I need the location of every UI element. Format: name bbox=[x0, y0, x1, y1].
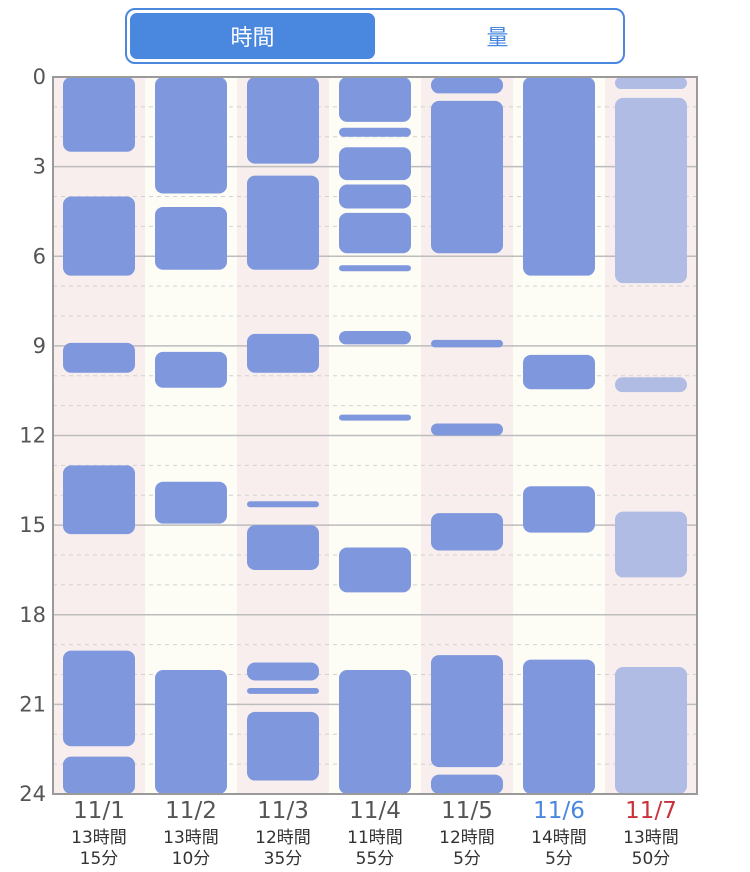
y-tick-label: 0 bbox=[33, 65, 46, 89]
day-duration-hours: 12時間 bbox=[255, 828, 311, 848]
sleep-segment-bar[interactable] bbox=[339, 414, 411, 421]
sleep-segment-bar[interactable] bbox=[431, 423, 503, 436]
sleep-segment-bar[interactable] bbox=[615, 667, 687, 794]
sleep-segment-bar[interactable] bbox=[339, 265, 411, 272]
day-duration-hours: 14時間 bbox=[531, 828, 587, 848]
y-tick-label: 21 bbox=[19, 692, 46, 716]
sleep-segment-bar[interactable] bbox=[155, 481, 227, 524]
sleep-segment-bar[interactable] bbox=[247, 711, 319, 781]
sleep-segment-bar[interactable] bbox=[155, 206, 227, 270]
sleep-segment-bar[interactable] bbox=[155, 670, 227, 794]
y-tick-label: 3 bbox=[33, 155, 46, 179]
day-duration-hours: 11時間 bbox=[347, 828, 403, 848]
day-date-label: 11/5 bbox=[441, 798, 493, 824]
sleep-segment-bar[interactable] bbox=[523, 354, 595, 390]
y-tick-label: 24 bbox=[19, 782, 46, 806]
day-duration-minutes: 15分 bbox=[80, 849, 119, 869]
sleep-segment-bar[interactable] bbox=[339, 77, 411, 122]
sleep-segment-bar[interactable] bbox=[339, 670, 411, 794]
sleep-segment-bar[interactable] bbox=[523, 659, 595, 794]
sleep-segment-bar[interactable] bbox=[63, 465, 135, 535]
day-duration-hours: 13時間 bbox=[623, 828, 679, 848]
sleep-segment-bar[interactable] bbox=[431, 655, 503, 768]
day-date-label: 11/1 bbox=[73, 798, 125, 824]
day-duration-minutes: 55分 bbox=[356, 849, 395, 869]
sleep-segment-bar[interactable] bbox=[615, 77, 687, 89]
chart-frame bbox=[52, 76, 698, 795]
sleep-segment-bar[interactable] bbox=[247, 501, 319, 508]
sleep-segment-bar[interactable] bbox=[431, 774, 503, 794]
day-duration-hours: 13時間 bbox=[163, 828, 219, 848]
sleep-segment-bar[interactable] bbox=[431, 77, 503, 94]
sleep-segment-bar[interactable] bbox=[339, 330, 411, 345]
sleep-segment-bar[interactable] bbox=[247, 525, 319, 570]
y-tick-label: 12 bbox=[19, 424, 46, 448]
sleep-segment-bar[interactable] bbox=[615, 97, 687, 284]
y-tick-label: 15 bbox=[19, 513, 46, 537]
sleep-segment-bar[interactable] bbox=[155, 351, 227, 388]
day-date-label: 11/6 bbox=[533, 798, 585, 824]
day-duration-minutes: 35分 bbox=[264, 849, 303, 869]
sleep-segment-bar[interactable] bbox=[63, 196, 135, 276]
sleep-segment-bar[interactable] bbox=[431, 339, 503, 348]
y-tick-label: 9 bbox=[33, 334, 46, 358]
sleep-segment-bar[interactable] bbox=[339, 184, 411, 209]
day-date-label: 11/7 bbox=[625, 798, 677, 824]
sleep-segment-bar[interactable] bbox=[247, 77, 319, 164]
day-date-label: 11/3 bbox=[257, 798, 309, 824]
sleep-segment-bar[interactable] bbox=[615, 377, 687, 393]
sleep-segment-bar[interactable] bbox=[339, 547, 411, 593]
sleep-segment-bar[interactable] bbox=[615, 511, 687, 578]
tab-time[interactable]: 時間 bbox=[130, 13, 375, 59]
sleep-segment-bar[interactable] bbox=[431, 100, 503, 254]
sleep-segment-bar[interactable] bbox=[339, 127, 411, 137]
sleep-segment-bar[interactable] bbox=[523, 486, 595, 533]
day-date-label: 11/4 bbox=[349, 798, 401, 824]
day-date-label: 11/2 bbox=[165, 798, 217, 824]
sleep-segment-bar[interactable] bbox=[431, 513, 503, 551]
day-duration-minutes: 5分 bbox=[453, 849, 481, 869]
sleep-segment-bar[interactable] bbox=[339, 212, 411, 254]
sleep-segment-bar[interactable] bbox=[155, 77, 227, 194]
sleep-segment-bar[interactable] bbox=[339, 147, 411, 181]
sleep-segment-bar[interactable] bbox=[63, 756, 135, 794]
day-duration-minutes: 10分 bbox=[172, 849, 211, 869]
sleep-segment-bar[interactable] bbox=[523, 77, 595, 276]
day-duration-hours: 13時間 bbox=[71, 828, 127, 848]
y-tick-label: 6 bbox=[33, 244, 46, 268]
sleep-segment-bar[interactable] bbox=[247, 333, 319, 373]
day-duration-minutes: 5分 bbox=[545, 849, 573, 869]
sleep-segment-bar[interactable] bbox=[63, 342, 135, 373]
sleep-segment-bar[interactable] bbox=[247, 687, 319, 694]
day-duration-hours: 12時間 bbox=[439, 828, 495, 848]
sleep-segment-bar[interactable] bbox=[247, 175, 319, 270]
y-tick-label: 18 bbox=[19, 603, 46, 627]
sleep-segment-bar[interactable] bbox=[63, 650, 135, 747]
sleep-segment-bar[interactable] bbox=[63, 77, 135, 152]
tab-amount[interactable]: 量 bbox=[486, 26, 509, 51]
sleep-segment-bar[interactable] bbox=[247, 662, 319, 681]
view-mode-segmented-control[interactable]: 時間 量 bbox=[125, 8, 625, 64]
day-duration-minutes: 50分 bbox=[632, 849, 671, 869]
